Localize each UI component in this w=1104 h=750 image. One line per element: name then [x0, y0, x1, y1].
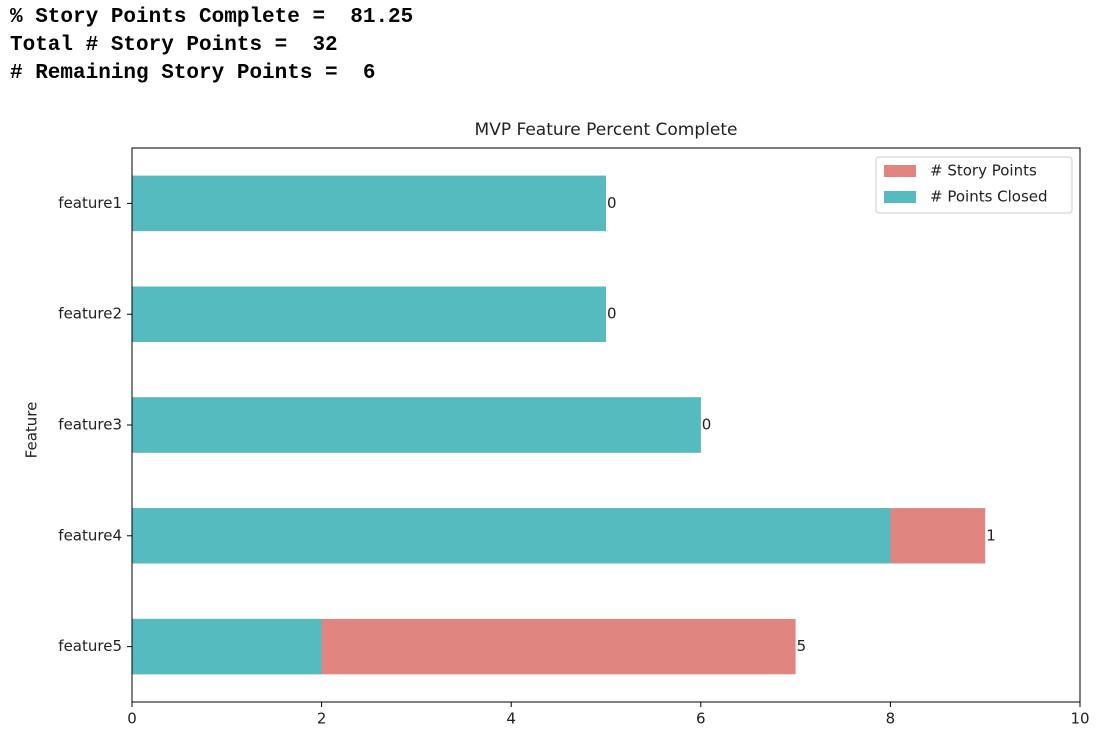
- bar: [132, 286, 606, 342]
- legend-swatch: [884, 191, 916, 203]
- chart-title: MVP Feature Percent Complete: [475, 120, 738, 140]
- y-tick-label: feature5: [58, 637, 122, 655]
- x-tick-label: 0: [127, 710, 137, 728]
- x-tick-label: 2: [317, 710, 327, 728]
- legend-box: [875, 156, 1073, 214]
- plot-frame: [131, 147, 1081, 703]
- x-tick-label: 10: [1070, 710, 1089, 728]
- data-label: 1: [986, 526, 996, 544]
- data-label: 0: [702, 416, 712, 434]
- legend-label: # Story Points: [930, 162, 1037, 180]
- bar: [132, 618, 322, 675]
- legend-label: # Points Closed: [930, 188, 1048, 206]
- x-tick-label: 8: [886, 710, 896, 728]
- y-tick-label: feature1: [58, 194, 122, 212]
- y-tick-label: feature3: [58, 416, 122, 434]
- y-axis-label: Feature: [23, 402, 41, 459]
- data-label: 0: [607, 305, 617, 323]
- data-label: 0: [607, 194, 617, 212]
- output-line: Total # Story Points = 32: [10, 34, 338, 57]
- output-line: # Remaining Story Points = 6: [10, 62, 376, 85]
- output-line: % Story Points Complete = 81.25: [10, 6, 414, 29]
- data-label: 5: [797, 637, 807, 655]
- y-tick-label: feature4: [58, 526, 122, 544]
- bar: [132, 175, 606, 232]
- y-tick-label: feature2: [58, 305, 122, 323]
- x-tick-label: 6: [696, 710, 706, 728]
- cell-output: % Story Points Complete = 81.25 Total # S…: [10, 4, 413, 88]
- x-tick-label: 4: [506, 710, 516, 728]
- bar: [132, 397, 701, 453]
- bar: [132, 508, 891, 564]
- legend-swatch: [884, 165, 916, 177]
